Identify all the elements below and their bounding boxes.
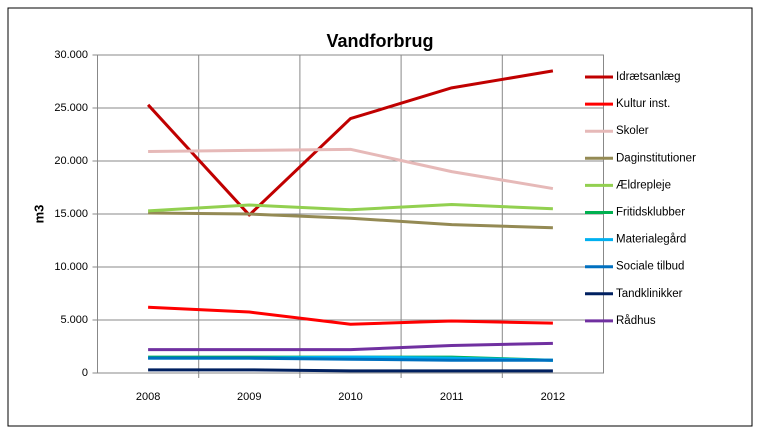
series-line bbox=[148, 211, 553, 230]
legend-label: Tandklinikker bbox=[616, 288, 683, 300]
legend-label: Fritidsklubber bbox=[616, 207, 685, 219]
x-tick-label: 2008 bbox=[136, 391, 160, 403]
legend-label: Ældrepleje bbox=[616, 179, 671, 191]
series-line bbox=[148, 202, 553, 213]
x-tick-label: 2009 bbox=[237, 391, 261, 403]
x-tick-label: 2012 bbox=[541, 391, 565, 403]
y-tick-label: 30.000 bbox=[54, 49, 88, 61]
y-tick-label: 15.000 bbox=[54, 208, 88, 220]
legend-label: Materialegård bbox=[616, 234, 686, 246]
series-line bbox=[148, 147, 554, 191]
series-line bbox=[148, 356, 553, 362]
y-tick-label: 5.000 bbox=[60, 314, 88, 326]
x-tick-label: 2010 bbox=[338, 391, 362, 403]
chart-title: Vandforbrug bbox=[327, 31, 434, 51]
series-line bbox=[148, 305, 553, 326]
legend-label: Sociale tilbud bbox=[616, 261, 684, 273]
legend-label: Rådhus bbox=[616, 315, 656, 327]
y-tick-label: 20.000 bbox=[54, 155, 88, 167]
series-line bbox=[148, 341, 553, 352]
y-tick-label: 10.000 bbox=[54, 261, 88, 273]
series-line bbox=[146, 69, 554, 217]
series-line bbox=[148, 368, 553, 373]
y-axis-label: m3 bbox=[31, 205, 46, 224]
legend-label: Kultur inst. bbox=[616, 98, 670, 110]
legend-label: Idrætsanlæg bbox=[616, 71, 681, 83]
legend-label: Skoler bbox=[616, 125, 649, 137]
y-tick-label: 0 bbox=[82, 367, 88, 379]
legend-label: Daginstitutioner bbox=[616, 152, 696, 164]
y-tick-label: 25.000 bbox=[54, 102, 88, 114]
x-tick-label: 2011 bbox=[440, 391, 464, 403]
